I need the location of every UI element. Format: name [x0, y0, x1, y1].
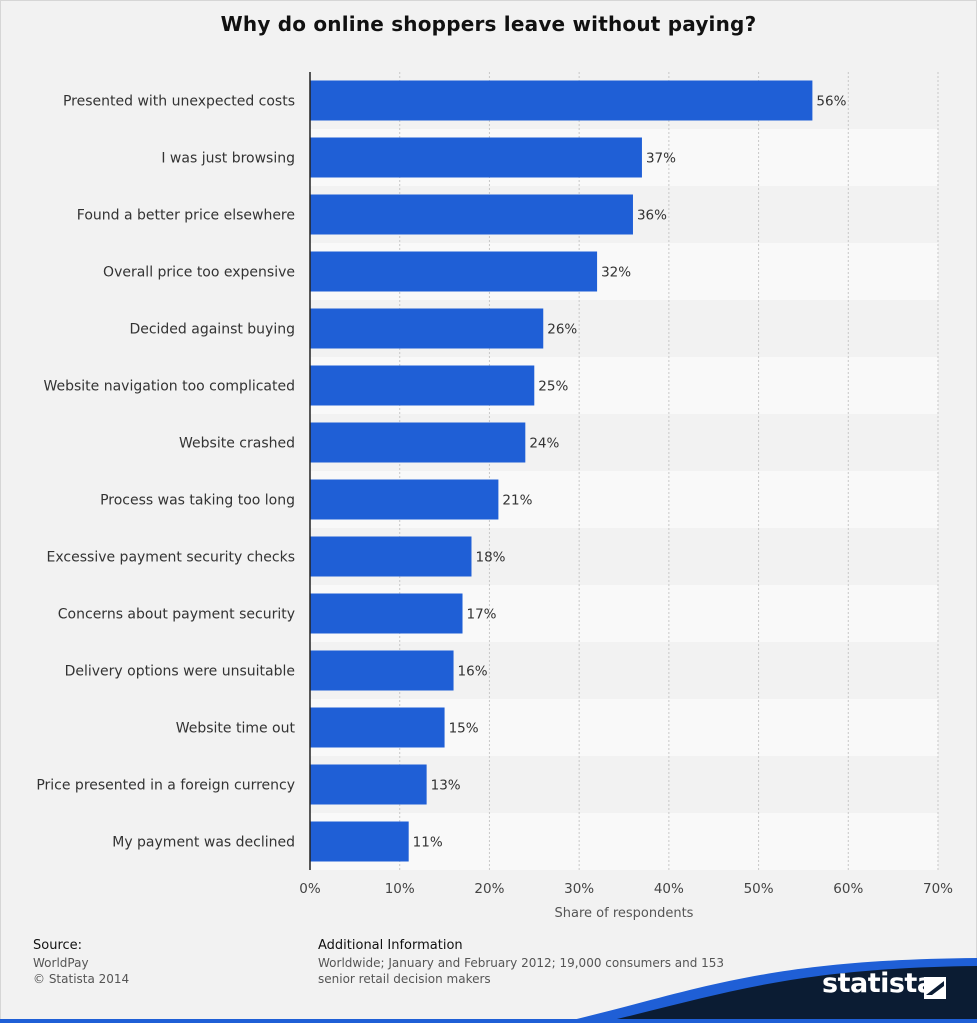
value-labels: 56% 37% 36% 32% 26% 25% 24% 21% 18% 17% 16% 15% 13% 1… — [413, 94, 847, 851]
category-label: Website navigation too complicated — [43, 379, 295, 395]
value-label: 15% — [449, 721, 479, 737]
category-label: Process was taking too long — [100, 493, 295, 509]
source-name: WorldPay — [33, 956, 89, 970]
bar[interactable] — [310, 593, 463, 634]
bar[interactable] — [310, 422, 526, 463]
category-label: Found a better price elsewhere — [77, 208, 295, 224]
x-tick-label: 70% — [923, 881, 953, 897]
x-tick-label: 50% — [744, 881, 774, 897]
brand-band — [0, 958, 977, 1023]
bar[interactable] — [310, 536, 472, 577]
row-bands — [310, 72, 938, 870]
source-block: Source: WorldPay © Statista 2014 — [33, 938, 129, 987]
bar[interactable] — [310, 821, 409, 862]
x-tick-label: 60% — [833, 881, 863, 897]
x-axis-title: Share of respondents — [555, 906, 694, 921]
additional-info-block: Additional Information Worldwide; Januar… — [318, 938, 738, 987]
row-band — [310, 813, 938, 870]
category-label: Presented with unexpected costs — [63, 94, 295, 110]
bar[interactable] — [310, 137, 642, 178]
value-label: 16% — [458, 664, 488, 680]
bar-chart: Presented with unexpected costs I was jus… — [36, 72, 953, 921]
category-label: Price presented in a foreign currency — [36, 778, 295, 794]
category-label: Website time out — [176, 721, 296, 737]
bar[interactable] — [310, 251, 598, 292]
category-label: Concerns about payment security — [58, 607, 295, 623]
x-tick-label: 10% — [385, 881, 415, 897]
additional-info-heading: Additional Information — [318, 938, 463, 953]
bar[interactable] — [310, 479, 499, 520]
statista-mark-icon — [924, 977, 946, 999]
category-label: I was just browsing — [161, 151, 295, 167]
x-tick-label: 20% — [474, 881, 504, 897]
value-label: 56% — [816, 94, 846, 110]
category-labels: Presented with unexpected costs I was jus… — [36, 94, 295, 851]
category-label: Decided against buying — [129, 322, 295, 338]
statista-logo[interactable]: statista — [822, 968, 935, 999]
category-label: Delivery options were unsuitable — [65, 664, 295, 680]
value-label: 24% — [529, 436, 559, 452]
bar[interactable] — [310, 80, 813, 121]
bottom-accent-line — [0, 1019, 977, 1023]
value-label: 21% — [502, 493, 532, 509]
category-label: My payment was declined — [112, 835, 295, 851]
bar[interactable] — [310, 764, 427, 805]
bar[interactable] — [310, 194, 633, 235]
x-tick-label: 30% — [564, 881, 594, 897]
value-label: 17% — [467, 607, 497, 623]
bars — [310, 80, 813, 862]
brand-wave-dark — [600, 966, 977, 1023]
category-label: Overall price too expensive — [103, 265, 295, 281]
value-label: 13% — [431, 778, 461, 794]
category-label: Website crashed — [179, 436, 295, 452]
chart-title: Why do online shoppers leave without pay… — [220, 12, 757, 36]
x-tick-label: 0% — [299, 881, 321, 897]
value-label: 36% — [637, 208, 667, 224]
bar[interactable] — [310, 365, 535, 406]
value-label: 37% — [646, 151, 676, 167]
value-label: 25% — [538, 379, 568, 395]
value-label: 11% — [413, 835, 443, 851]
category-label: Excessive payment security checks — [47, 550, 295, 566]
value-label: 26% — [547, 322, 577, 338]
additional-info-text: Worldwide; January and February 2012; 19… — [318, 956, 725, 986]
x-tick-label: 40% — [654, 881, 684, 897]
x-tick-labels: 0% 10% 20% 30% 40% 50% 60% 70% — [299, 881, 953, 897]
bar[interactable] — [310, 308, 544, 349]
copyright: © Statista 2014 — [33, 972, 130, 986]
value-label: 18% — [475, 550, 505, 566]
source-heading: Source: — [33, 938, 83, 953]
value-label: 32% — [601, 265, 631, 281]
bar[interactable] — [310, 707, 445, 748]
bar[interactable] — [310, 650, 454, 691]
